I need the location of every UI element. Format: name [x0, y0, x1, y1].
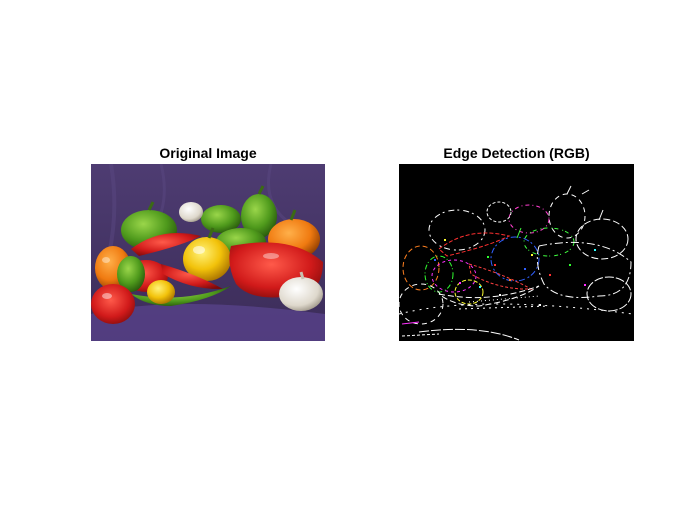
subplot-original-image: Original Image — [91, 144, 325, 342]
edge-map — [399, 164, 634, 341]
edge-detection-image — [399, 164, 634, 341]
subplot-edge-detection: Edge Detection (RGB) — [399, 144, 634, 342]
subplot-title: Original Image — [159, 145, 257, 161]
subplot-title: Edge Detection (RGB) — [443, 145, 590, 161]
peppers-photo — [91, 164, 325, 341]
original-image — [91, 164, 325, 341]
